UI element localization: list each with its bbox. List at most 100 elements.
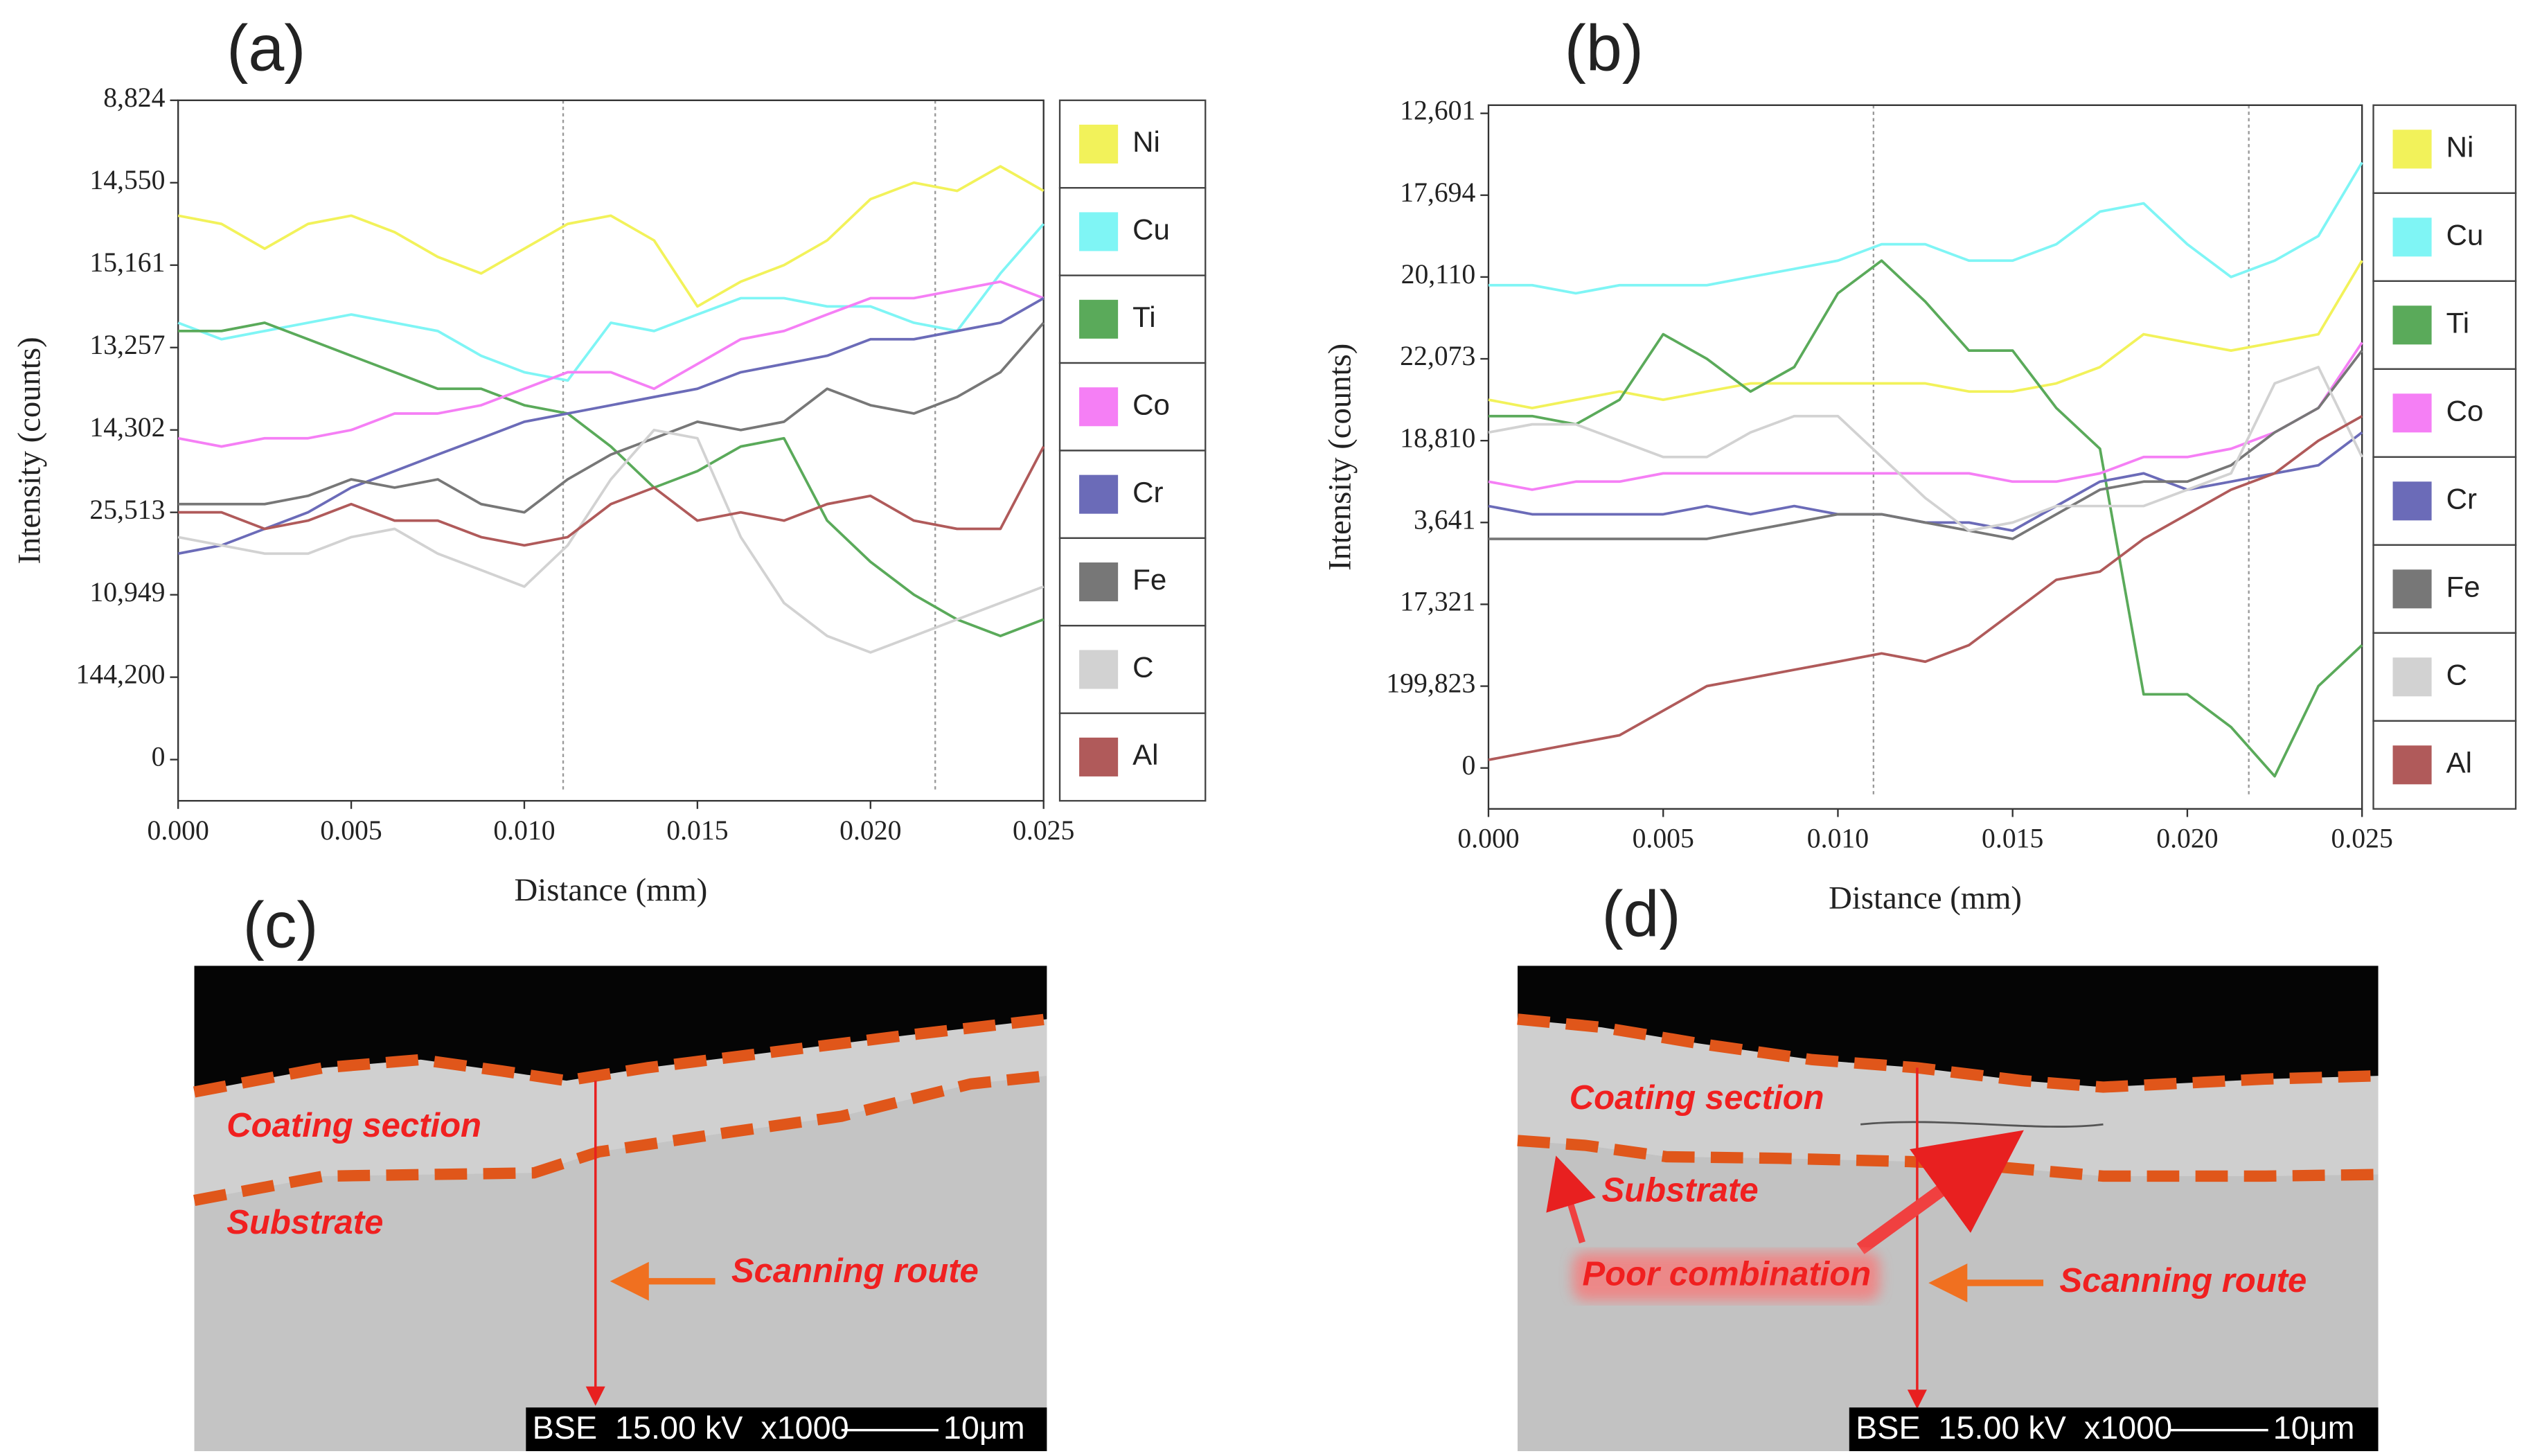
- x-tick-label: 0.000: [1457, 824, 1519, 854]
- scale-info: BSE 15.00 kV x1000: [533, 1410, 849, 1446]
- annotation: Substrate: [1601, 1171, 1758, 1209]
- legend-swatch: [1079, 299, 1119, 339]
- x-tick-label: 0.020: [2156, 824, 2218, 854]
- x-axis-title: Distance (mm): [1829, 880, 2022, 916]
- annotation: Coating section: [226, 1107, 481, 1144]
- series-line: [1488, 260, 2363, 409]
- highlight: [1572, 1252, 1881, 1301]
- legend-swatch: [2392, 569, 2432, 609]
- legend-cell: [1058, 712, 1207, 802]
- legend-swatch: [2392, 657, 2432, 697]
- legend-swatch: [1079, 562, 1119, 602]
- legend-label: Fe: [2446, 570, 2480, 603]
- y-tick-label: 0: [152, 742, 166, 772]
- legend-label: Ni: [2446, 130, 2474, 163]
- sem-image: Coating section Substrate Scanning route…: [193, 966, 1048, 1451]
- y-tick-label: 144,200: [76, 659, 166, 690]
- coating-area: [1518, 1019, 2379, 1176]
- annotation: Scanning route: [731, 1252, 979, 1290]
- y-tick-label: 14,302: [89, 412, 165, 443]
- legend-swatch: [1079, 212, 1119, 251]
- legend-swatch: [1079, 737, 1119, 776]
- y-tick-label: 17,694: [1400, 177, 1475, 208]
- series-line: [178, 321, 1045, 514]
- y-tick-label: 8,824: [103, 82, 165, 113]
- scale-label: 10μm: [2273, 1410, 2355, 1446]
- scale-label: 10μm: [943, 1410, 1025, 1446]
- legend-swatch: [2392, 217, 2432, 257]
- series-line: [177, 223, 1045, 382]
- legend-swatch: [2392, 393, 2432, 433]
- legend-swatch: [2392, 130, 2432, 169]
- y-tick-label: 15,161: [89, 247, 165, 278]
- annotation: Poor combination: [1582, 1256, 1871, 1293]
- y-tick-label: 12,601: [1400, 96, 1475, 126]
- y-tick-label: 199,823: [1386, 668, 1475, 699]
- legend-label: Cu: [2446, 218, 2484, 251]
- info-bar: [526, 1407, 1047, 1451]
- x-tick-label: 0.025: [2331, 824, 2393, 854]
- legend-label: Co: [2446, 394, 2484, 427]
- boundary: [1517, 1135, 2379, 1182]
- legend-swatch: [1079, 387, 1119, 427]
- legend-label: Cr: [1132, 476, 1163, 508]
- series-line: [1488, 366, 2363, 532]
- legend-label: C: [1132, 651, 1153, 684]
- legend-label: Co: [1132, 388, 1170, 420]
- x-tick-label: 0.020: [839, 815, 901, 846]
- x-tick-label: 0.005: [1633, 824, 1694, 854]
- series-line: [177, 280, 1045, 448]
- crack: [1860, 1121, 2104, 1128]
- panel-label: (a): [226, 12, 305, 85]
- series-line: [1488, 259, 2363, 778]
- series-line: [177, 428, 1045, 654]
- series-line: [1488, 341, 2363, 491]
- x-tick-label: 0.010: [1807, 824, 1869, 854]
- series-line: [177, 296, 1045, 556]
- legend-label: Al: [1132, 738, 1158, 771]
- panel-label: (d): [1601, 877, 1680, 950]
- x-axis-title: Distance (mm): [515, 872, 708, 908]
- series-line: [178, 321, 1045, 637]
- x-tick-label: 0.015: [1982, 824, 2043, 854]
- x-tick-label: 0.005: [320, 815, 382, 846]
- y-tick-label: 22,073: [1400, 341, 1475, 371]
- series-line: [1488, 415, 2363, 761]
- sem-image: Coating section Substrate Poor combinati…: [1517, 966, 2379, 1451]
- y-axis-title: Intensity (counts): [1322, 344, 1358, 571]
- series-line: [178, 445, 1045, 547]
- legend-swatch: [2392, 305, 2432, 345]
- scale-info: BSE 15.00 kV x1000: [1856, 1410, 2172, 1446]
- legend-label: C: [2446, 658, 2467, 691]
- legend-swatch: [1079, 650, 1119, 689]
- y-tick-label: 25,513: [89, 495, 165, 525]
- legend-label: Fe: [1132, 563, 1166, 596]
- y-tick-label: 17,321: [1400, 587, 1475, 617]
- legend-swatch: [1079, 474, 1119, 514]
- resin-area: [1518, 966, 2379, 1087]
- y-tick-label: 0: [1461, 750, 1475, 781]
- legend-label: Cr: [2446, 482, 2477, 515]
- boundary: [193, 1013, 1048, 1098]
- y-tick-label: 3,641: [1414, 504, 1475, 535]
- panel-label: (b): [1565, 12, 1644, 85]
- y-tick-label: 14,550: [89, 165, 165, 195]
- boundary: [193, 1070, 1048, 1207]
- panel-label: (c): [243, 889, 319, 961]
- info-bar: [1849, 1407, 2379, 1451]
- legend-label: Ti: [1132, 301, 1155, 333]
- plot-frame: [177, 99, 1045, 802]
- annotation: Scanning route: [2059, 1262, 2307, 1299]
- x-tick-label: 0.010: [493, 815, 555, 846]
- y-tick-label: 10,949: [89, 577, 165, 607]
- y-tick-label: 13,257: [89, 330, 165, 360]
- legend-label: Al: [2446, 746, 2472, 779]
- x-tick-label: 0.015: [666, 815, 728, 846]
- arrow: [1546, 1155, 1596, 1244]
- plot-frame: [1487, 104, 2363, 810]
- y-axis-title: Intensity (counts): [12, 337, 48, 564]
- annotation: Substrate: [226, 1204, 383, 1241]
- x-tick-label: 0.000: [148, 815, 209, 846]
